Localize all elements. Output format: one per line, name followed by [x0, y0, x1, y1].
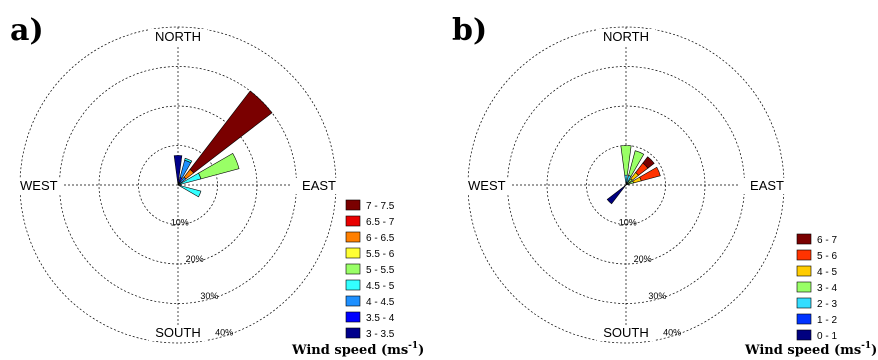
legend-swatch [796, 233, 812, 245]
legend-swatch [345, 327, 361, 339]
petal-segment [606, 184, 627, 205]
panel-label: b) [452, 13, 487, 48]
windrose-panel-b: b) 10% 20% 30% 40% NORTH SOUTH WEST EAST 6 - 7 5 -… [452, 13, 877, 358]
legend-label: 3 - 3.5 [366, 329, 395, 340]
ring-label: 10% [619, 218, 637, 228]
legend-swatch [345, 279, 361, 291]
ring-label: 30% [648, 291, 666, 301]
compass-label-west: WEST [468, 178, 506, 193]
legend-title-end: ) [871, 343, 877, 358]
compass-label-west: WEST [20, 178, 58, 193]
legend-label: 3 - 4 [817, 283, 837, 294]
legend-label: 1 - 2 [817, 315, 837, 326]
petal-segment [189, 90, 273, 174]
legend-label: 4 - 5 [817, 267, 837, 278]
ring-label: 20% [186, 254, 204, 264]
petal-segment [198, 152, 240, 180]
legend-title-text: Wind speed (ms [291, 343, 408, 358]
legend-swatch [345, 215, 361, 227]
windrose-panel-a: a) 10% 20% 30% 40% NORTH SOUTH WEST EAST 7 - 7.5 6… [10, 13, 424, 358]
legend-swatch [796, 297, 812, 309]
petal-segment [173, 155, 183, 186]
ring-label: 40% [663, 327, 681, 337]
compass-label-bg [597, 325, 655, 341]
legend-title-text: Wind speed (ms [744, 343, 861, 358]
legend-swatch [345, 295, 361, 307]
compass-label-north: NORTH [155, 29, 201, 44]
petal-segment [184, 157, 193, 164]
compass-label-south: SOUTH [155, 325, 201, 340]
compass-label-south: SOUTH [603, 325, 649, 340]
legend-label: 5.5 - 6 [366, 249, 395, 260]
legend-label: 6.5 - 7 [366, 217, 395, 228]
legend-swatch [345, 199, 361, 211]
compass-label-east: EAST [750, 178, 784, 193]
ring-label: 30% [200, 291, 218, 301]
legend-label: 0 - 1 [817, 331, 837, 342]
ring-label: 10% [171, 218, 189, 228]
legend-label: 4.5 - 5 [366, 281, 395, 292]
legend-title-end: ) [418, 343, 424, 358]
petal-segment [177, 184, 202, 198]
legend-label: 4 - 4.5 [366, 297, 395, 308]
legend-swatch [796, 313, 812, 325]
petal-segment [620, 145, 632, 176]
compass-label-bg [292, 178, 338, 194]
legend-swatch [796, 249, 812, 261]
legend-swatch [345, 263, 361, 275]
legend-label: 5 - 5.5 [366, 265, 395, 276]
ring-label: 40% [215, 327, 233, 337]
compass-label-bg [149, 325, 207, 341]
legend-label: 7 - 7.5 [366, 201, 395, 212]
compass-label-bg [740, 178, 786, 194]
legend-swatch [345, 231, 361, 243]
petal-segment [642, 156, 655, 169]
legend-swatch [796, 265, 812, 277]
compass-label-bg [149, 29, 207, 45]
legend-swatch [796, 281, 812, 293]
legend-label: 6 - 6.5 [366, 233, 395, 244]
legend-swatch [345, 247, 361, 259]
compass-label-bg [466, 178, 512, 194]
legend-swatch [796, 329, 812, 341]
ring-label: 20% [634, 254, 652, 264]
compass-label-bg [597, 29, 655, 45]
petal-segment [628, 150, 645, 177]
legend-label: 6 - 7 [817, 235, 837, 246]
panel-label: a) [10, 13, 44, 48]
legend-label: 3.5 - 4 [366, 313, 395, 324]
legend-title: Wind speed (ms-1) [291, 341, 424, 358]
legend-title-sup: -1 [408, 341, 418, 351]
petal-segment [639, 166, 661, 182]
compass-label-east: EAST [302, 178, 336, 193]
compass-label-north: NORTH [603, 29, 649, 44]
legend-swatch [345, 311, 361, 323]
compass-label-bg [18, 178, 64, 194]
legend-title-sup: -1 [861, 341, 871, 351]
legend-label: 2 - 3 [817, 299, 837, 310]
legend-label: 5 - 6 [817, 251, 837, 262]
legend-title: Wind speed (ms-1) [744, 341, 877, 358]
